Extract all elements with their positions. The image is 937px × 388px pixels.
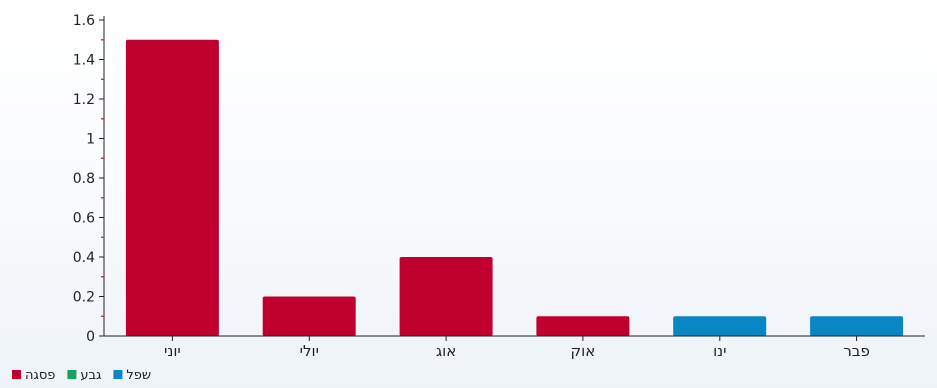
bar-6 — [810, 316, 904, 337]
bar-3 — [399, 257, 493, 336]
x-tick-label: ינו — [713, 342, 726, 360]
labels-layer: יוני יולי אוג אוק ינו פבר 0 0.2 0.4 0.6 0.8 1 1.2 1.4… — [73, 13, 870, 360]
legend-swatch — [12, 370, 21, 379]
y-tick-label: 0.4 — [73, 250, 95, 266]
y-tick-label: 0 — [86, 329, 95, 345]
x-tick-label: יולי — [300, 342, 319, 360]
bar-1 — [125, 39, 219, 337]
legend: פסגה גבע שפל — [12, 368, 151, 383]
legend-label: פסגה — [25, 368, 55, 383]
y-tick-label: 1 — [86, 132, 95, 148]
legend-swatch — [113, 370, 123, 379]
y-tick-label: 0.6 — [73, 211, 95, 227]
bars-layer — [125, 39, 904, 337]
bar-5 — [673, 316, 767, 337]
y-tick-label: 1.4 — [73, 53, 95, 69]
y-tick-label: 0.2 — [73, 290, 95, 306]
y-tick-label: 1.2 — [73, 92, 95, 108]
y-tick-label: 1.6 — [73, 13, 95, 29]
x-tick-label: אוג — [436, 342, 456, 360]
legend-swatch — [67, 370, 77, 379]
y-tick-label: 0.8 — [73, 171, 95, 187]
legend-label: גבע — [80, 368, 101, 383]
bar-4 — [536, 316, 630, 337]
x-tick-label: יוני — [164, 342, 181, 360]
x-tick-label: אוק — [571, 342, 596, 360]
x-tick-label: פבר — [843, 342, 870, 360]
bar-2 — [262, 296, 356, 336]
legend-label: שפל — [126, 368, 151, 383]
axes-layer — [99, 16, 925, 341]
